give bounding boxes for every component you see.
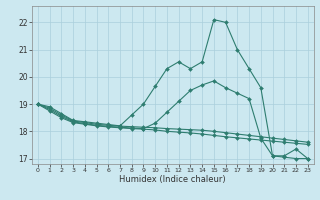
X-axis label: Humidex (Indice chaleur): Humidex (Indice chaleur) [119, 175, 226, 184]
